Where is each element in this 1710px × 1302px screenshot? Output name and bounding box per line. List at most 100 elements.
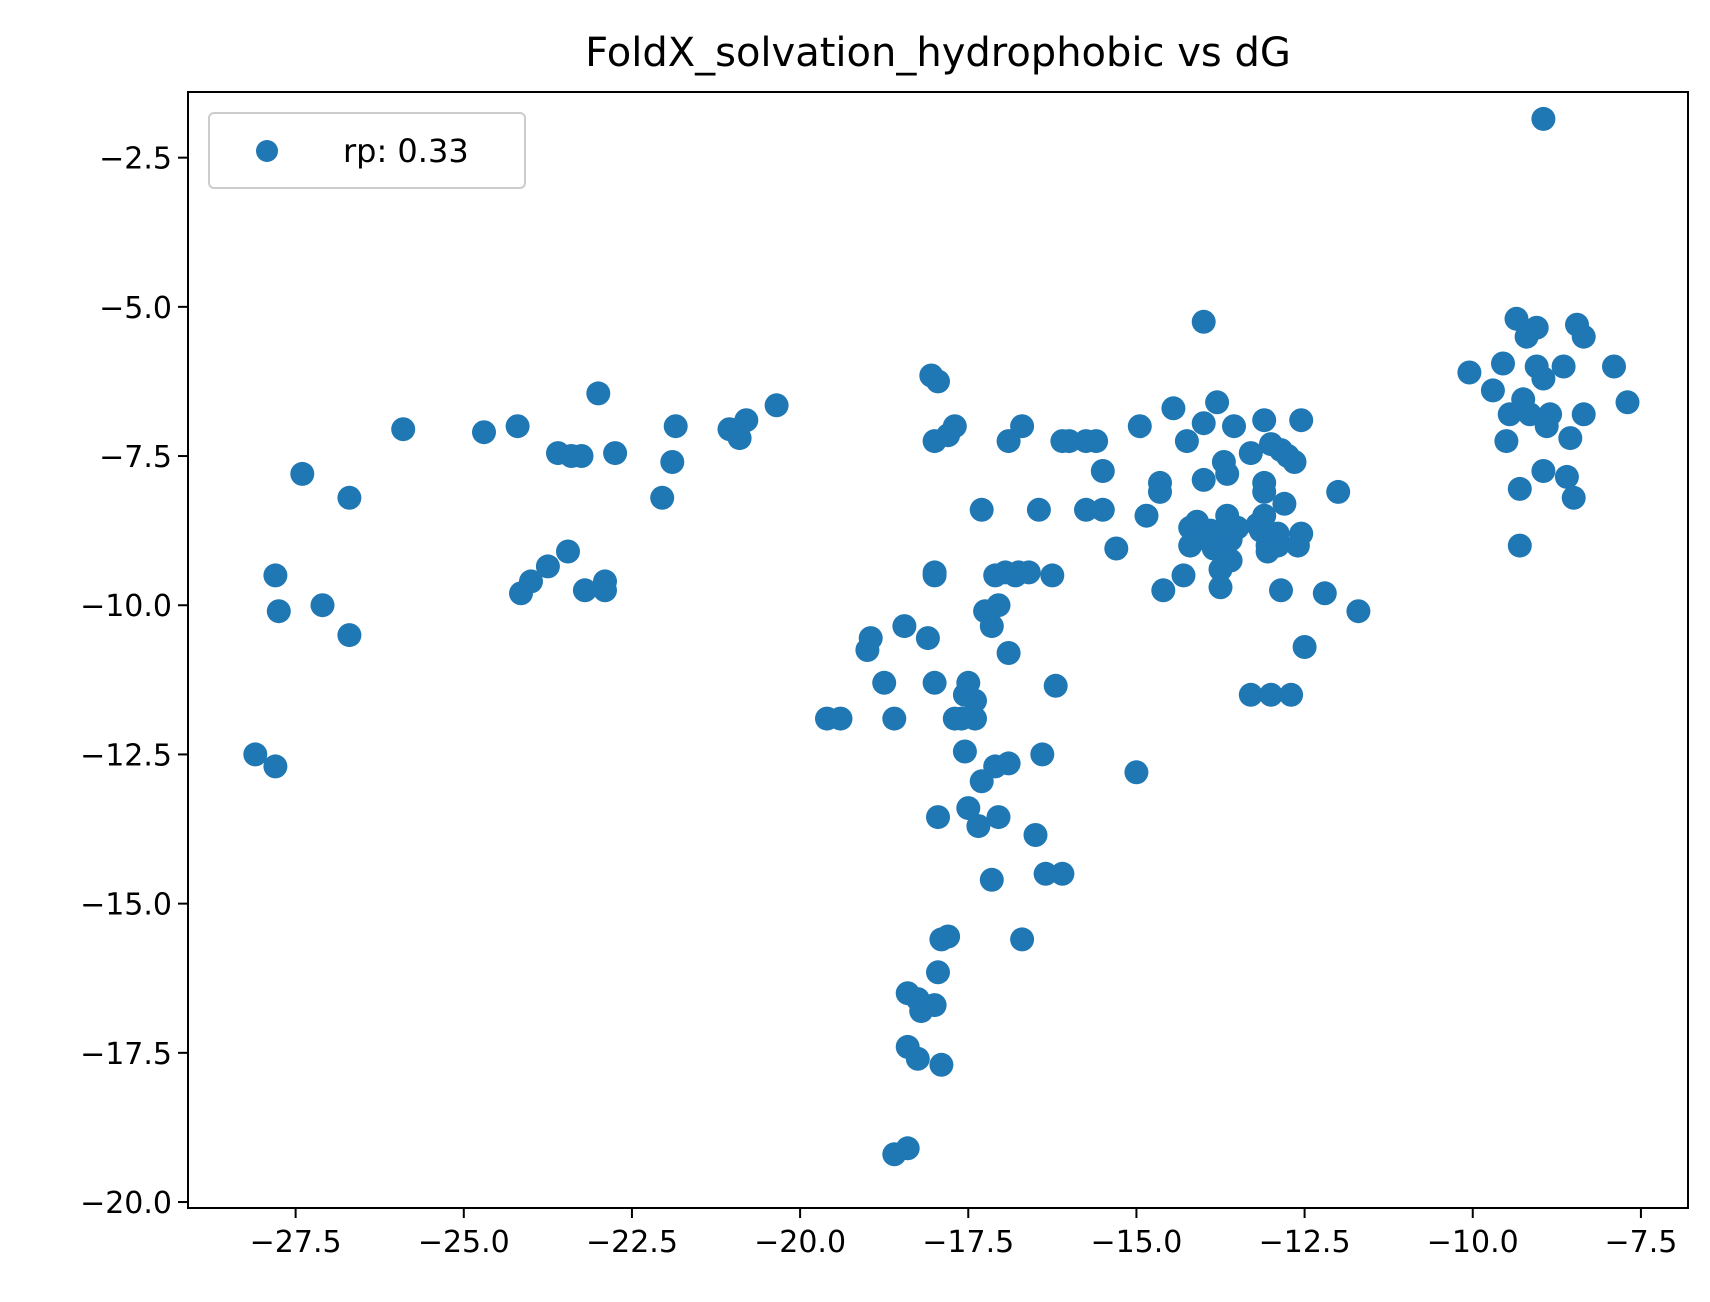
data-point xyxy=(963,706,987,731)
data-point xyxy=(1171,563,1196,588)
y-tick-label: −20.0 xyxy=(80,1186,172,1221)
data-point xyxy=(263,754,288,779)
data-point xyxy=(603,441,628,466)
data-point xyxy=(1524,315,1549,340)
data-point xyxy=(1538,402,1563,427)
data-point xyxy=(1531,106,1556,131)
data-point xyxy=(1124,760,1149,785)
data-point xyxy=(586,381,611,406)
data-point xyxy=(986,593,1011,618)
data-point xyxy=(926,369,950,394)
data-point xyxy=(1289,408,1314,433)
data-point xyxy=(1010,414,1035,439)
legend-box xyxy=(208,112,526,189)
y-tick-label: −7.5 xyxy=(99,440,172,475)
data-point xyxy=(1491,351,1515,376)
data-point xyxy=(1282,450,1307,474)
x-tick-label: −15.0 xyxy=(1090,1225,1182,1260)
data-point xyxy=(1252,408,1277,433)
x-tick-label: −7.5 xyxy=(1604,1225,1677,1260)
data-point xyxy=(650,485,675,510)
data-point xyxy=(858,626,883,651)
data-point xyxy=(922,563,947,588)
data-point xyxy=(593,578,617,603)
data-point xyxy=(1279,682,1304,707)
data-point xyxy=(1040,563,1065,588)
data-point xyxy=(1050,861,1075,886)
data-point xyxy=(1558,426,1583,451)
data-point xyxy=(1571,402,1596,427)
data-point xyxy=(266,599,291,624)
data-point xyxy=(243,742,268,767)
data-point xyxy=(1269,578,1293,603)
data-point xyxy=(1238,682,1263,707)
data-point xyxy=(1016,560,1041,585)
y-tick-label: −2.5 xyxy=(99,142,172,177)
data-point xyxy=(337,623,362,648)
data-point xyxy=(926,960,950,985)
data-point xyxy=(956,796,981,821)
data-point xyxy=(892,614,917,639)
data-point xyxy=(1074,497,1098,522)
data-point xyxy=(1602,354,1626,379)
data-point xyxy=(1215,461,1240,486)
legend-label: rp: 0.33 xyxy=(343,132,469,170)
data-point xyxy=(1023,823,1048,847)
data-point xyxy=(1033,861,1058,886)
data-point xyxy=(1252,479,1277,504)
data-point xyxy=(1191,411,1216,436)
data-point xyxy=(1265,533,1290,558)
data-point xyxy=(905,1046,930,1071)
data-point xyxy=(1615,390,1640,415)
data-point xyxy=(1326,479,1351,504)
data-point xyxy=(1504,306,1529,331)
data-point xyxy=(1084,429,1109,454)
data-point xyxy=(1292,635,1317,659)
data-point xyxy=(1174,429,1199,454)
data-point xyxy=(391,417,416,442)
data-point xyxy=(1222,414,1246,439)
data-point xyxy=(764,393,789,418)
x-tick-label: −25.0 xyxy=(418,1225,510,1260)
y-tick-label: −17.5 xyxy=(80,1037,172,1072)
data-point xyxy=(1571,324,1596,349)
y-tick-label: −15.0 xyxy=(80,888,172,923)
legend-marker xyxy=(256,140,278,162)
data-point xyxy=(922,670,947,695)
data-point xyxy=(660,450,685,474)
data-point xyxy=(1457,360,1482,385)
points-layer xyxy=(243,106,1640,1167)
data-point xyxy=(290,461,315,486)
data-point xyxy=(986,805,1011,830)
y-tick-label: −5.0 xyxy=(99,291,172,326)
data-point xyxy=(936,924,961,949)
x-tick-label: −17.5 xyxy=(922,1225,1014,1260)
data-point xyxy=(1191,467,1216,492)
x-tick-label: −20.0 xyxy=(754,1225,846,1260)
data-point xyxy=(1057,429,1082,454)
data-point xyxy=(996,751,1021,776)
data-point xyxy=(963,688,987,713)
data-point xyxy=(1507,533,1532,558)
data-point xyxy=(1272,491,1297,516)
data-point xyxy=(872,670,897,695)
plot-frame xyxy=(187,91,1689,1209)
data-point xyxy=(572,578,597,603)
data-point xyxy=(882,706,907,731)
data-point xyxy=(1030,742,1055,767)
data-point xyxy=(1480,378,1505,403)
x-tick-label: −27.5 xyxy=(250,1225,342,1260)
data-point xyxy=(1312,581,1337,606)
data-point xyxy=(922,993,947,1018)
data-point xyxy=(1554,464,1579,489)
x-tick-label: −12.5 xyxy=(1259,1225,1351,1260)
data-point xyxy=(996,641,1021,665)
x-tick-label: −22.5 xyxy=(586,1225,678,1260)
data-point xyxy=(1161,396,1186,421)
data-point xyxy=(1551,354,1576,379)
data-point xyxy=(1531,366,1556,391)
x-tick-label: −10.0 xyxy=(1427,1225,1519,1260)
data-point xyxy=(1561,485,1586,510)
data-point xyxy=(505,414,530,439)
